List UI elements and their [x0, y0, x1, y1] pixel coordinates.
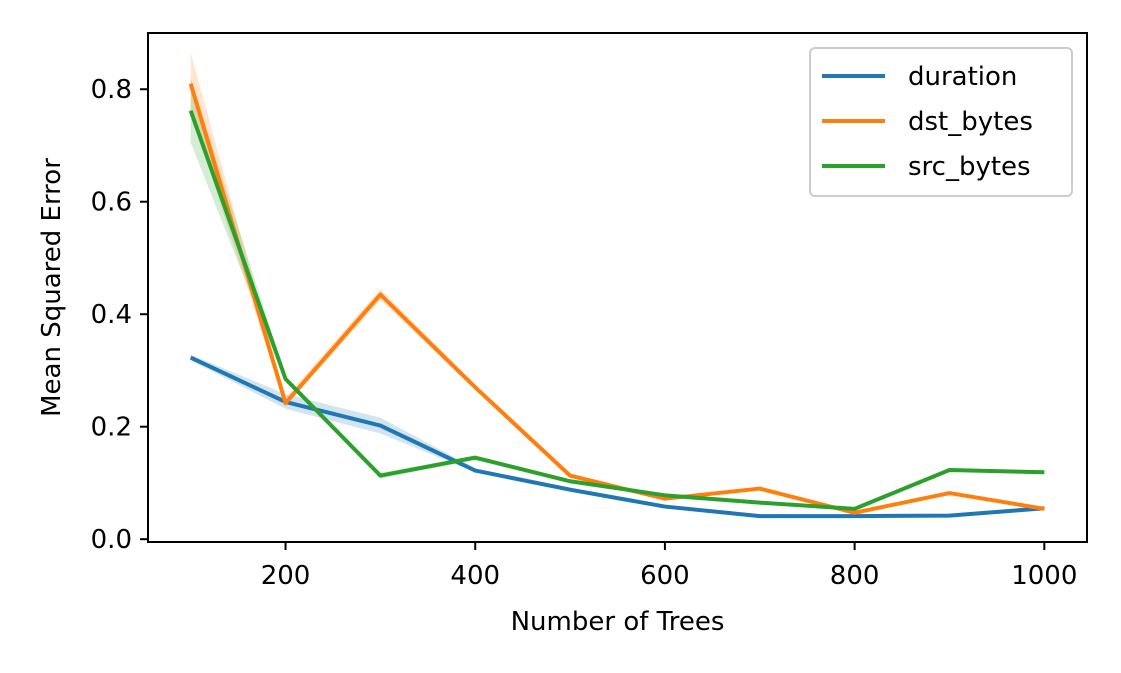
- legend-label-dst_bytes: dst_bytes: [908, 107, 1033, 137]
- y-tick-label: 0.8: [91, 75, 132, 105]
- y-axis-label: Mean Squared Error: [37, 158, 67, 417]
- x-axis-ticks: 200 400 600 800 1000: [261, 542, 1077, 591]
- x-tick-label: 400: [450, 561, 500, 591]
- x-axis-label: Number of Trees: [511, 607, 725, 637]
- series-line-src_bytes: [188, 109, 1045, 511]
- x-tick-label: 1000: [1011, 561, 1077, 591]
- y-tick-label: 0.2: [91, 413, 132, 443]
- series-line-duration: [189, 355, 1045, 519]
- x-tick-label: 200: [261, 561, 311, 591]
- legend-label-src_bytes: src_bytes: [908, 152, 1031, 182]
- x-tick-label: 600: [640, 561, 690, 591]
- legend: duration dst_bytes src_bytes: [809, 47, 1073, 197]
- y-tick-label: 0.6: [91, 188, 132, 218]
- plot-frame: [147, 32, 1088, 543]
- y-tick-label: 0.4: [91, 300, 132, 330]
- legend-label-duration: duration: [908, 62, 1017, 92]
- legend-box: [809, 47, 1073, 197]
- x-tick-label: 800: [830, 561, 880, 591]
- y-axis-ticks: 0.0 0.2 0.4 0.6 0.8: [91, 75, 148, 555]
- band-duration: [190, 354, 1045, 517]
- series-lines: [188, 83, 1045, 519]
- y-tick-label: 0.0: [91, 525, 132, 555]
